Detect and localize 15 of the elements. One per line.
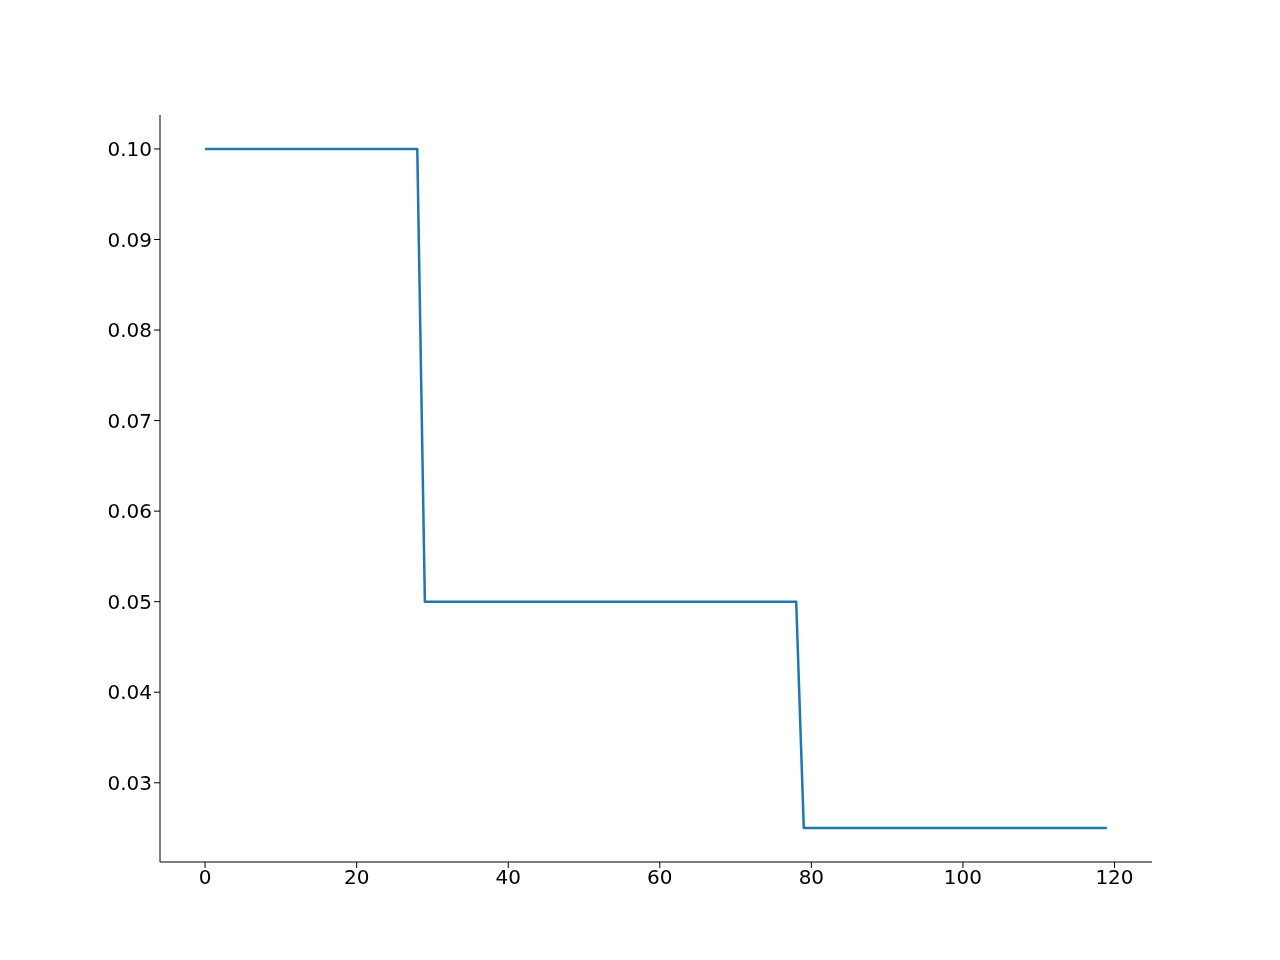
x-tick-label: 100 <box>943 865 983 890</box>
y-tick-label: 0.04 <box>107 680 152 705</box>
x-tick-label: 120 <box>1095 865 1134 890</box>
y-tick-label: 0.07 <box>107 408 152 433</box>
y-tick-label: 0.03 <box>107 770 152 795</box>
x-tick-label: 40 <box>495 865 521 890</box>
y-tick-label: 0.06 <box>107 499 152 524</box>
y-tick-label: 0.08 <box>107 318 152 343</box>
y-tick-label: 0.10 <box>107 137 152 162</box>
y-tick-label: 0.05 <box>107 589 152 614</box>
x-tick-label: 60 <box>647 865 673 890</box>
x-tick-label: 0 <box>198 865 212 890</box>
y-tick-label: 0.09 <box>107 227 152 252</box>
x-tick-label: 80 <box>798 865 825 890</box>
x-tick-label: 20 <box>343 865 370 890</box>
